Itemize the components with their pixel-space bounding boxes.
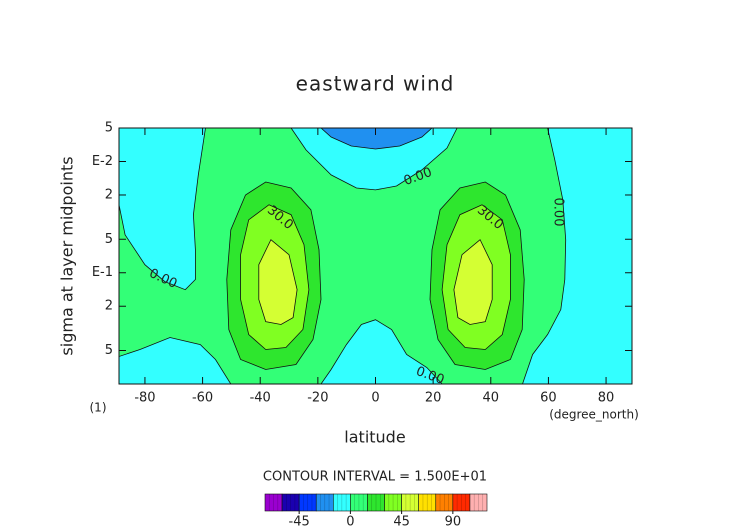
x-tick-label: 80 xyxy=(598,391,615,406)
y-tick-label: 5 xyxy=(105,121,113,136)
x-axis-label: latitude xyxy=(344,428,405,447)
y-tick-label: 5 xyxy=(105,343,113,358)
corner-label: (1) xyxy=(90,401,107,415)
y-tick-label: 2 xyxy=(105,299,113,314)
colorbar-tick-label: 0 xyxy=(346,515,354,530)
contour-region xyxy=(320,128,433,150)
x-tick-label: -80 xyxy=(134,391,155,406)
x-tick-label: -60 xyxy=(192,391,213,406)
x-tick-label: 40 xyxy=(483,391,500,406)
y-tick-label: E-1 xyxy=(92,265,113,280)
contour-region xyxy=(453,239,493,325)
colorbar-tick-label: 90 xyxy=(445,515,462,530)
colorbar-tick-label: 45 xyxy=(393,515,410,530)
y-tick-label: 2 xyxy=(105,187,113,202)
y-tick-label: 5 xyxy=(105,232,113,247)
contour-label: 0.00 xyxy=(551,198,566,227)
colorbar-tick-label: -45 xyxy=(289,515,310,530)
y-axis-label: sigma at layer midpoints xyxy=(58,156,77,355)
x-tick-label: -40 xyxy=(250,391,271,406)
colorbar-cell xyxy=(469,493,488,512)
x-tick-label: 20 xyxy=(425,391,442,406)
x-tick-label: -20 xyxy=(307,391,328,406)
x-tick-label: 60 xyxy=(540,391,557,406)
annotation: CONTOUR INTERVAL = 1.500E+01 xyxy=(263,470,487,485)
y-tick-label: E-2 xyxy=(92,154,113,169)
contour-region xyxy=(258,239,298,325)
x-tick-label: 0 xyxy=(371,391,379,406)
chart-title: eastward wind xyxy=(296,72,455,96)
x-unit-label: (degree_north) xyxy=(549,408,639,422)
